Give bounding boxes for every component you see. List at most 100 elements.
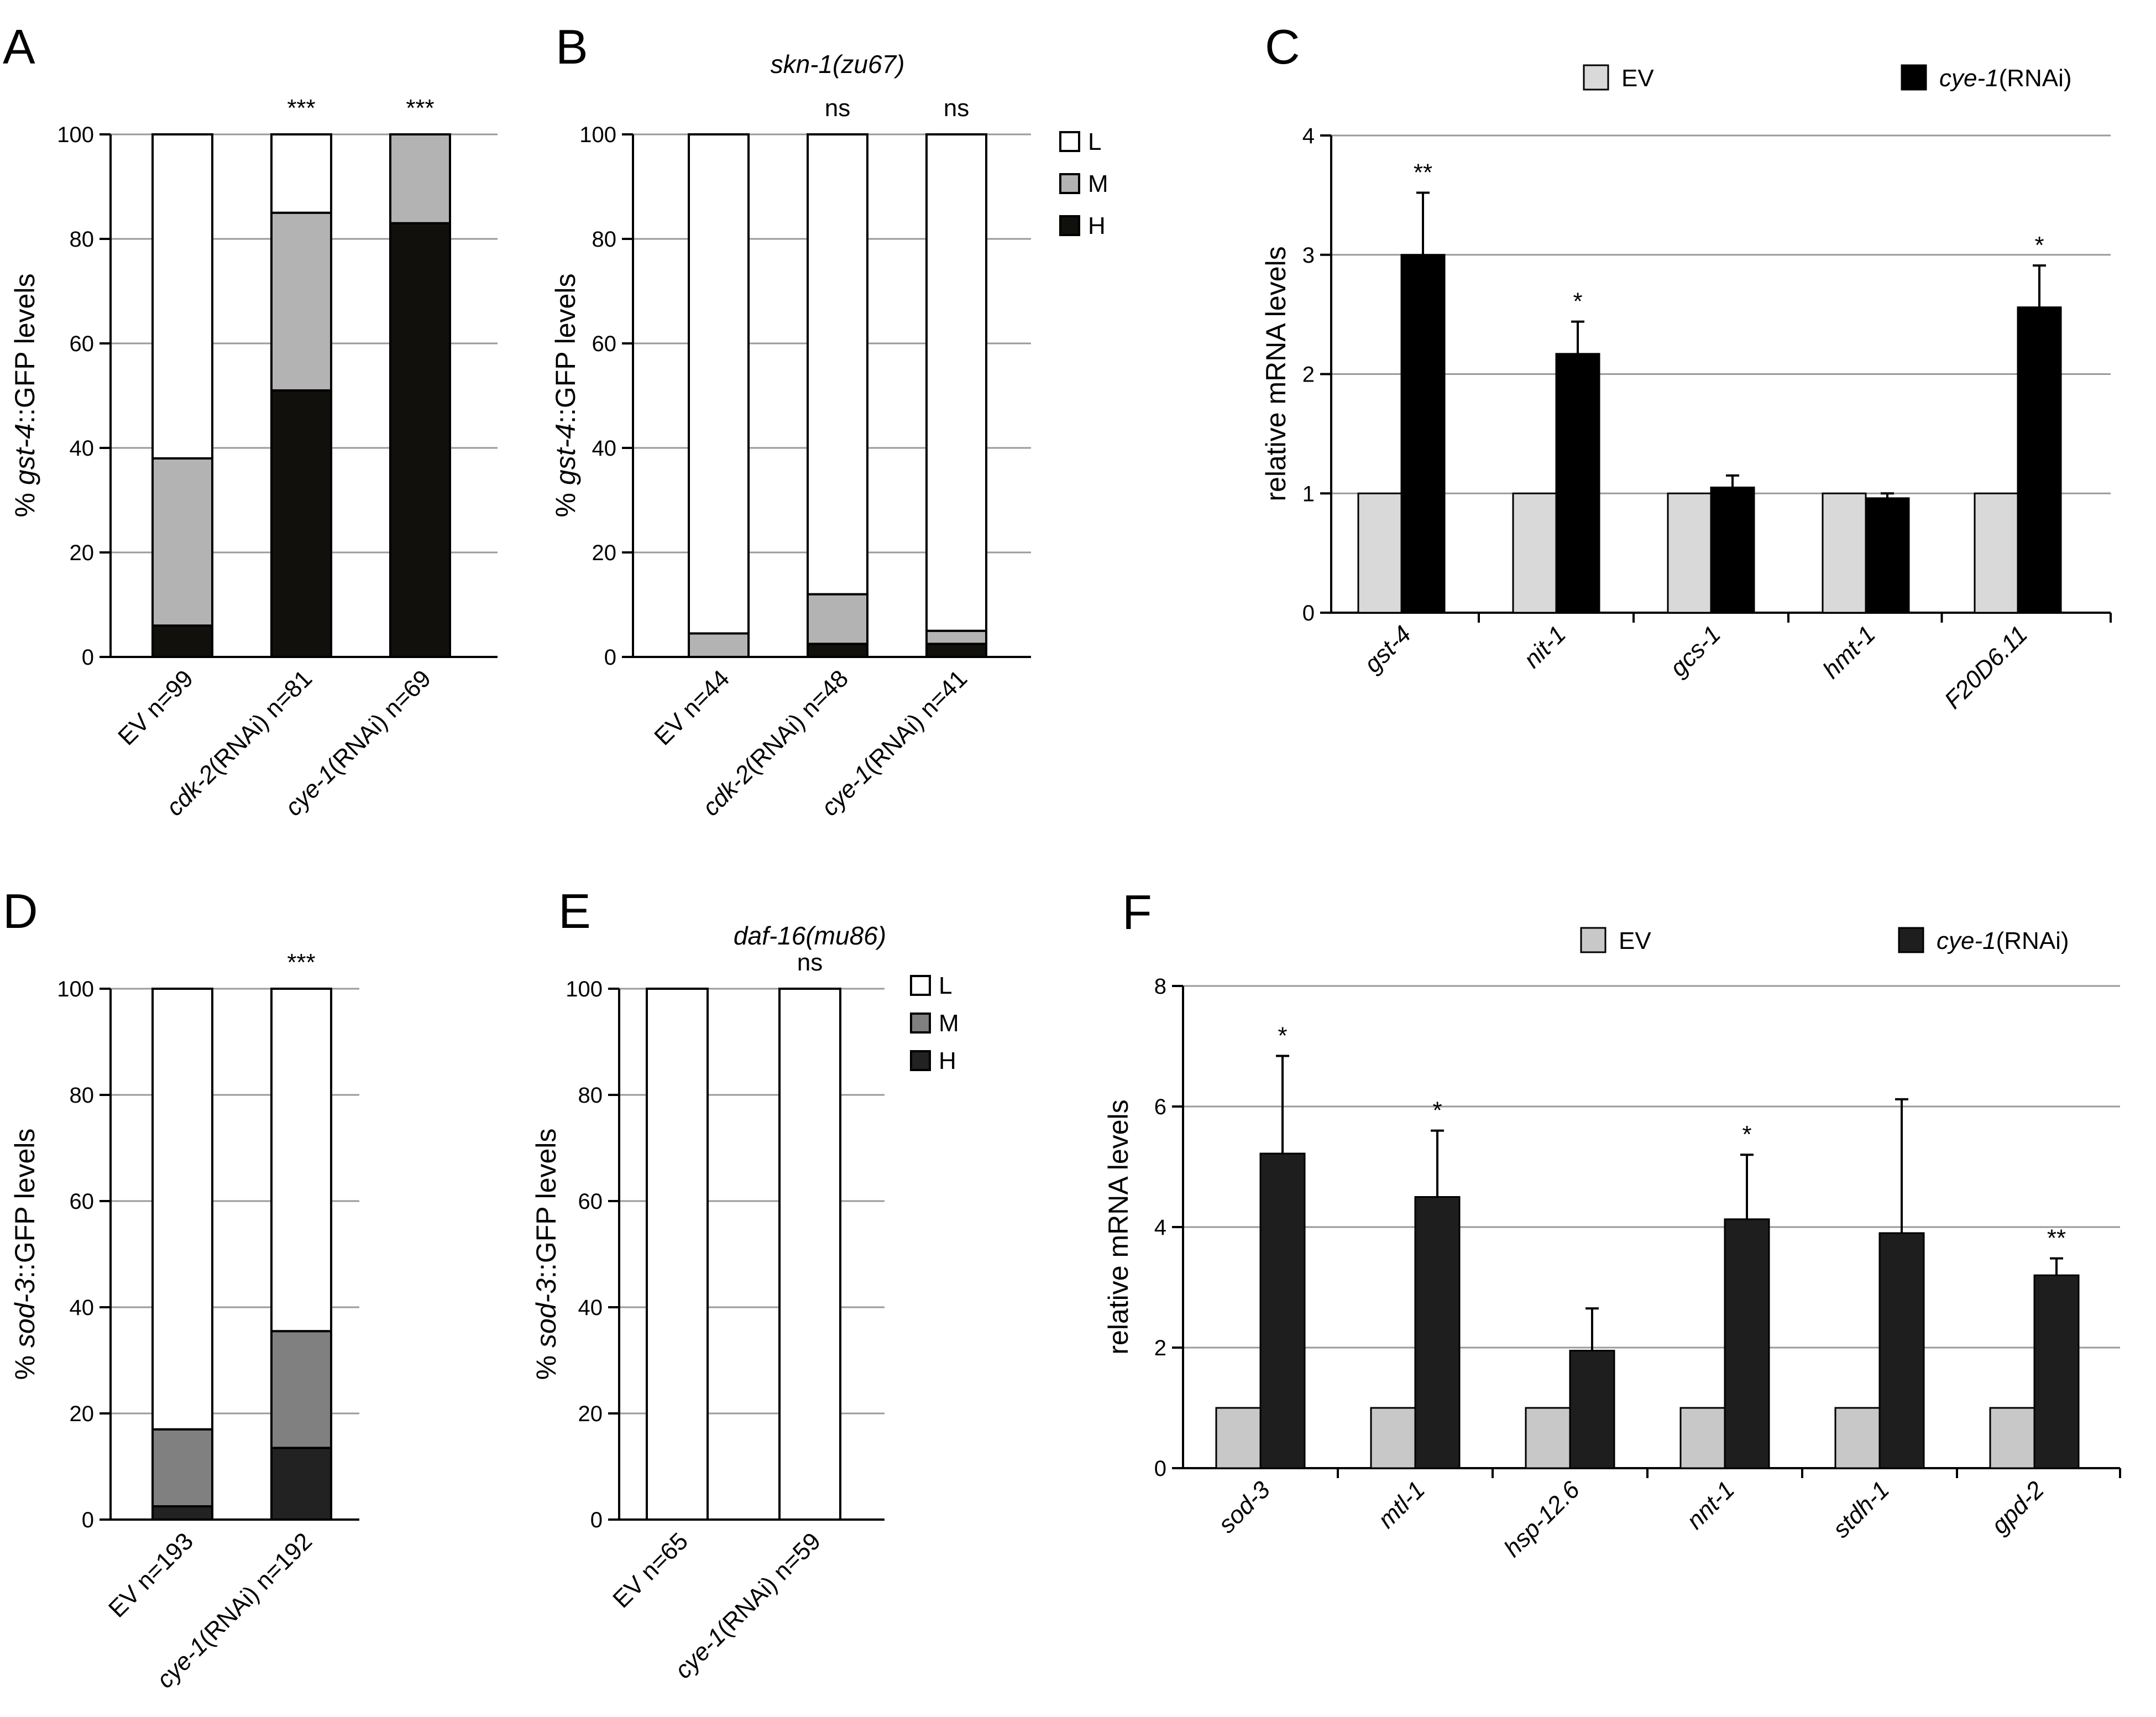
- category-label: gcs-1: [1665, 620, 1726, 682]
- y-tick-label: 80: [592, 227, 617, 252]
- y-tick-label: 20: [70, 1402, 95, 1426]
- y-axis-label: % sod-3::GFP levels: [9, 1129, 40, 1380]
- y-tick-label: 80: [70, 1083, 95, 1108]
- panel-title: daf-16(mu86): [734, 921, 886, 950]
- legend: EV cye-1(RNAi): [1583, 64, 2072, 92]
- y-tick-label: 100: [57, 123, 94, 147]
- legend-swatch: [1059, 173, 1080, 194]
- legend-label: EV: [1621, 65, 1654, 92]
- bar-segment-h: [270, 389, 332, 658]
- bar-ev: [1357, 492, 1403, 614]
- y-tick-label: 40: [592, 436, 617, 461]
- category-label: EV n=44: [649, 665, 735, 750]
- significance-label: *: [1573, 288, 1582, 315]
- category-label: mtl-1: [1373, 1476, 1430, 1533]
- y-tick-label: 0: [590, 1508, 603, 1532]
- panel-letter: A: [3, 19, 35, 74]
- legend-label: cye-1(RNAi): [1937, 927, 2069, 954]
- bar-rnai: [1865, 497, 1910, 614]
- significance-label: ns: [797, 949, 823, 976]
- bar-segment-l: [151, 133, 213, 460]
- y-tick-label: 60: [578, 1189, 603, 1214]
- y-tick-label: 100: [579, 123, 616, 147]
- y-tick-label: 60: [592, 332, 617, 356]
- y-tick-label: 0: [1302, 601, 1315, 625]
- bar-segment-l: [270, 988, 332, 1333]
- y-tick-label: 40: [70, 1296, 95, 1320]
- legend-swatch: [910, 1013, 931, 1034]
- bar-segment-m: [925, 629, 987, 645]
- bar-segment-m: [151, 457, 213, 627]
- legend: EV cye-1(RNAi): [1580, 927, 2069, 954]
- legend-swatch: [1059, 215, 1080, 236]
- bar-segment-h: [151, 624, 213, 659]
- y-tick-label: 20: [578, 1402, 603, 1426]
- y-axis-label: relative mRNA levels: [1103, 1099, 1134, 1354]
- category-label: gpd-2: [1986, 1476, 2049, 1539]
- y-tick-label: 6: [1154, 1095, 1166, 1119]
- bar-ev: [1370, 1407, 1416, 1469]
- bar-ev: [1512, 492, 1557, 614]
- legend-label: M: [939, 1010, 959, 1037]
- bar-rnai: [1569, 1349, 1615, 1469]
- significance-label: *: [2034, 232, 2044, 259]
- y-tick-label: 0: [82, 1508, 94, 1532]
- bar-rnai: [1878, 1232, 1925, 1469]
- panel-b: B0 20 40 60 80 100% gst-4::GFP levels skn-1(zu…: [550, 19, 1108, 821]
- y-tick-label: 0: [82, 645, 94, 670]
- category-label: nnt-1: [1682, 1476, 1740, 1535]
- bar-ev: [1667, 492, 1712, 614]
- bar-rnai: [2017, 306, 2062, 614]
- category-label: nit-1: [1519, 620, 1571, 673]
- legend-swatch: [1059, 131, 1080, 152]
- category-label: gst-4: [1359, 620, 1416, 678]
- bar-segment-m: [688, 632, 750, 658]
- legend: LMH: [1059, 128, 1108, 239]
- significance-label: ns: [944, 95, 969, 122]
- significance-label: ns: [825, 95, 850, 122]
- panel-letter: F: [1122, 885, 1152, 940]
- bar-rnai: [1400, 254, 1446, 614]
- legend-swatch: [1898, 927, 1924, 953]
- bar-segment-h: [925, 643, 987, 658]
- y-tick-label: 40: [70, 436, 95, 461]
- y-tick-label: 0: [1154, 1457, 1166, 1481]
- panel-e: E0 20 40 60 80 100% sod-3::GFP levels daf-16(m…: [531, 884, 959, 1684]
- bar-segment-l: [646, 988, 709, 1521]
- legend-label: M: [1088, 170, 1108, 197]
- y-tick-label: 40: [578, 1296, 603, 1320]
- y-tick-label: 2: [1154, 1336, 1166, 1360]
- y-tick-label: 80: [578, 1083, 603, 1108]
- y-axis-label: relative mRNA levels: [1260, 246, 1291, 501]
- bar-segment-m: [389, 133, 451, 225]
- panel-letter: C: [1265, 19, 1300, 74]
- category-label: cye-1(RNAi) n=59: [669, 1527, 826, 1684]
- bar-rnai: [1710, 486, 1755, 614]
- significance-label: *: [1432, 1097, 1442, 1124]
- bar-ev: [1679, 1407, 1726, 1469]
- bar-segment-m: [807, 593, 868, 645]
- bar-segment-h: [151, 1505, 213, 1521]
- bar-rnai: [1555, 353, 1600, 614]
- legend-label: EV: [1619, 927, 1651, 954]
- significance-label: *: [1278, 1022, 1287, 1049]
- bar-rnai: [1414, 1196, 1461, 1469]
- category-label: hmt-1: [1818, 620, 1881, 683]
- panel-letter: D: [3, 884, 38, 938]
- y-tick-label: 0: [604, 645, 616, 670]
- bar-segment-l: [778, 988, 841, 1521]
- legend-swatch: [910, 1050, 931, 1071]
- bar-rnai: [2033, 1274, 2080, 1469]
- bar-segment-l: [270, 133, 332, 214]
- bar-segment-h: [389, 222, 451, 658]
- legend-swatch: [1580, 927, 1606, 953]
- legend-label: L: [939, 972, 952, 999]
- bar-segment-h: [807, 643, 868, 658]
- category-label: F20D6.11: [1939, 620, 2033, 714]
- y-tick-label: 20: [70, 541, 95, 565]
- y-tick-label: 2: [1302, 363, 1315, 387]
- y-axis-label: % gst-4::GFP levels: [9, 274, 40, 518]
